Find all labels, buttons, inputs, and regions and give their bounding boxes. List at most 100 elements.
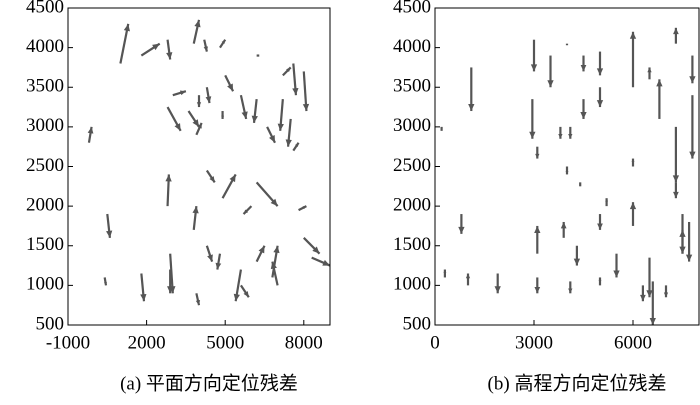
arrow xyxy=(529,99,536,139)
arrow xyxy=(560,221,567,238)
arrow xyxy=(596,51,604,76)
arrow xyxy=(292,142,300,152)
arrow xyxy=(465,273,471,286)
arrow xyxy=(221,111,225,119)
caption: (a) 平面方向定位残差 xyxy=(120,372,298,394)
x-tick-label: 8000 xyxy=(285,332,323,353)
arrow xyxy=(535,146,540,159)
arrow xyxy=(443,269,447,278)
arrow xyxy=(292,63,299,96)
caption: (b) 高程方向定位残差 xyxy=(488,372,667,394)
arrow xyxy=(558,126,563,139)
arrow xyxy=(458,214,465,234)
arrow xyxy=(140,42,161,57)
arrow xyxy=(285,118,292,147)
arrow xyxy=(271,245,280,278)
y-tick-label: 2000 xyxy=(393,194,431,215)
arrow xyxy=(303,237,321,255)
arrow xyxy=(266,126,276,144)
arrow xyxy=(203,39,208,52)
y-tick-label: 3000 xyxy=(393,115,431,136)
y-tick-label: 1500 xyxy=(393,234,431,255)
arrow xyxy=(605,198,609,207)
arrow xyxy=(205,245,214,262)
y-tick-label: 3500 xyxy=(393,76,431,97)
arrow xyxy=(255,245,266,263)
y-tick-label: 1000 xyxy=(26,274,64,295)
arrow xyxy=(565,166,569,175)
arrow xyxy=(311,256,331,267)
arrow xyxy=(629,202,637,226)
arrow xyxy=(673,27,679,44)
arrow xyxy=(663,285,669,298)
arrow xyxy=(598,277,602,286)
arrow xyxy=(251,99,258,124)
arrow xyxy=(679,229,686,254)
arrow xyxy=(219,39,227,49)
y-tick-label: 4500 xyxy=(26,0,64,17)
arrow xyxy=(494,273,501,294)
arrow xyxy=(689,55,696,84)
y-tick-label: 4000 xyxy=(26,36,64,57)
arrow xyxy=(647,67,652,80)
arrow xyxy=(166,106,182,132)
arrow xyxy=(282,66,292,77)
y-tick-label: 500 xyxy=(36,313,65,334)
y-tick-label: 3000 xyxy=(26,115,64,136)
arrow xyxy=(167,269,174,294)
arrow xyxy=(192,206,199,231)
arrow xyxy=(580,99,587,119)
arrow xyxy=(613,253,620,278)
arrow xyxy=(568,126,573,139)
arrow xyxy=(573,245,581,266)
arrow xyxy=(196,95,202,108)
arrow xyxy=(579,182,582,187)
arrow xyxy=(166,39,173,60)
arrow xyxy=(689,95,696,159)
arrow xyxy=(631,158,635,167)
arrow xyxy=(205,87,212,104)
arrow xyxy=(240,284,250,298)
arrow xyxy=(656,79,663,119)
arrow xyxy=(221,173,237,199)
arrow xyxy=(596,87,604,108)
arrow xyxy=(215,253,222,270)
y-tick-label: 4000 xyxy=(393,36,431,57)
arrow xyxy=(534,225,541,254)
arrow xyxy=(187,110,200,128)
arrow xyxy=(649,281,656,325)
y-tick-label: 1500 xyxy=(26,234,64,255)
arrow xyxy=(302,71,310,112)
arrow xyxy=(242,205,253,215)
arrow xyxy=(597,214,603,230)
x-tick-label: 2000 xyxy=(128,332,166,353)
arrow xyxy=(87,126,94,143)
y-tick-label: 1000 xyxy=(393,274,431,295)
x-tick-label: -1000 xyxy=(46,332,90,353)
arrow xyxy=(672,126,680,183)
arrow xyxy=(580,55,587,72)
arrow xyxy=(440,126,443,131)
arrow xyxy=(224,74,235,92)
arrow xyxy=(106,213,113,238)
y-tick-label: 2000 xyxy=(26,194,64,215)
arrow xyxy=(534,277,541,294)
arrow xyxy=(277,99,284,131)
x-tick-label: 3000 xyxy=(515,332,553,353)
arrow xyxy=(685,221,693,262)
arrow xyxy=(233,269,243,302)
arrow xyxy=(205,169,216,183)
y-tick-label: 4500 xyxy=(393,0,431,17)
arrow xyxy=(640,285,646,302)
arrow xyxy=(119,23,130,64)
arrow xyxy=(255,181,279,207)
plot-frame xyxy=(67,7,331,326)
arrow xyxy=(298,205,307,212)
arrow xyxy=(103,277,108,286)
arrow xyxy=(195,293,201,306)
arrow xyxy=(673,182,679,199)
arrow xyxy=(646,257,653,298)
y-tick-label: 500 xyxy=(403,313,432,334)
arrow xyxy=(629,31,637,88)
